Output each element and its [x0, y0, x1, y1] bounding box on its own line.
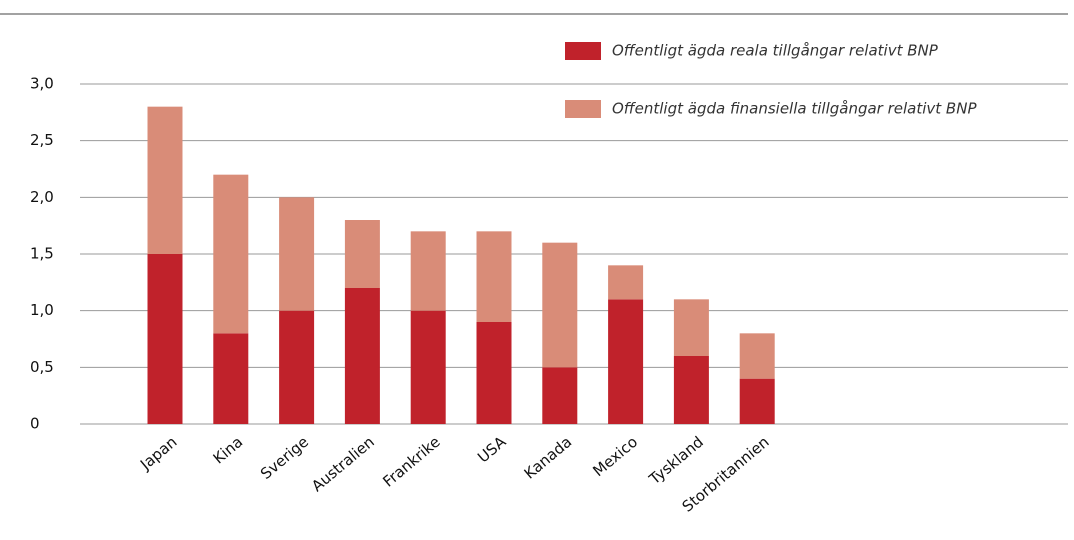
y-tick-label: 2,5: [30, 131, 54, 149]
y-tick-label: 2,0: [30, 188, 54, 206]
x-tick-label: Mexico: [589, 433, 641, 480]
bar-segment: [147, 254, 183, 424]
bar-segment: [213, 333, 249, 424]
bar-segment: [542, 367, 578, 424]
x-tick-label: Sverige: [257, 433, 312, 483]
bar-segment: [279, 310, 315, 424]
bar-segment: [344, 288, 380, 424]
x-tick-label: Kanada: [521, 433, 576, 483]
x-tick-label: Tyskland: [645, 433, 707, 489]
bar-segment: [213, 174, 249, 334]
x-tick-label: Frankrike: [379, 433, 443, 491]
bar-segment: [476, 322, 512, 424]
x-tick-label: Kina: [210, 433, 247, 468]
bar-segment: [279, 197, 315, 311]
bar-segment: [739, 378, 775, 424]
y-tick-label: 1,0: [30, 301, 54, 319]
y-tick-label: 0,5: [30, 358, 54, 376]
bar-segment: [344, 220, 380, 288]
bar-segment: [673, 356, 709, 424]
bar-segment: [147, 106, 183, 255]
bar-segment: [739, 333, 775, 379]
x-tick-label: USA: [474, 432, 510, 466]
bar-segment: [608, 265, 644, 300]
legend-swatch: [565, 42, 601, 60]
y-tick-label: 1,5: [30, 245, 54, 263]
legend-label: Offentligt ägda finansiella tillgångar r…: [612, 100, 977, 118]
y-tick-label: 3,0: [30, 75, 54, 93]
bar-segment: [410, 231, 446, 311]
x-tick-label: Japan: [136, 433, 180, 474]
bar-segment: [673, 299, 709, 356]
bar-segment: [608, 299, 644, 424]
bar-segment: [410, 310, 446, 424]
legend-label: Offentligt ägda reala tillgångar relativ…: [612, 42, 939, 60]
legend-swatch: [565, 100, 601, 118]
y-tick-label: 0: [30, 415, 40, 433]
bar-segment: [476, 231, 512, 322]
x-tick-label: Australien: [308, 433, 378, 496]
bar-segment: [542, 242, 578, 368]
